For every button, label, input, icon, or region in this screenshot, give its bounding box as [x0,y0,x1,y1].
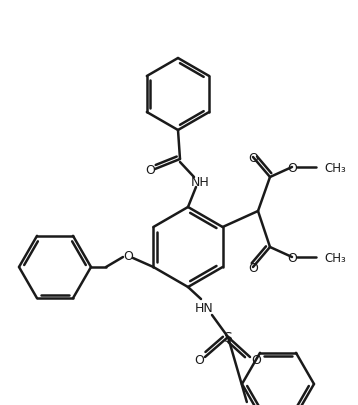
Text: CH₃: CH₃ [324,161,346,174]
Text: O: O [194,354,204,367]
Text: O: O [287,161,297,174]
Text: S: S [224,330,232,344]
Text: CH₃: CH₃ [324,251,346,264]
Text: O: O [248,261,258,274]
Text: O: O [145,163,155,176]
Text: O: O [251,354,261,367]
Text: O: O [248,151,258,164]
Text: NH: NH [190,176,209,189]
Text: HN: HN [195,301,213,314]
Text: O: O [287,251,297,264]
Text: O: O [123,249,133,262]
